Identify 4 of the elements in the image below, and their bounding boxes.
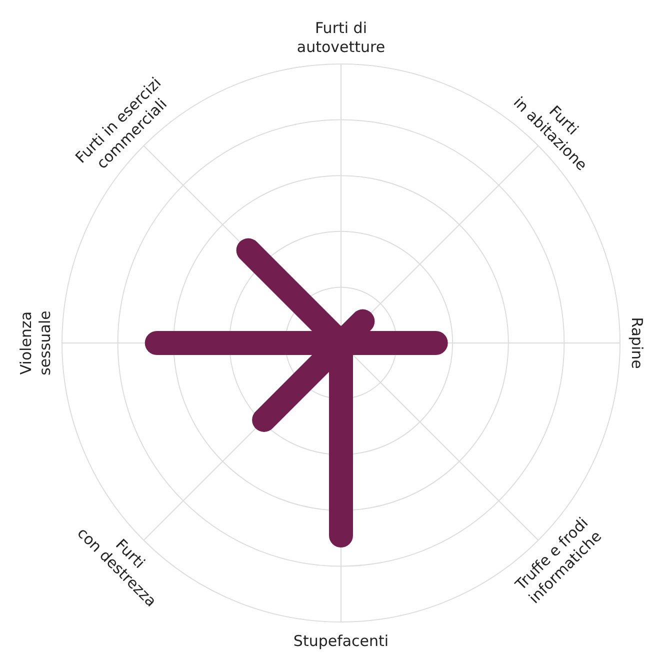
spoke-label: Rapine [628,317,646,369]
spoke-label: Stupefacenti [293,632,389,650]
spoke-label: Violenza sessuale [17,310,54,376]
spoke-label: Furti di autovetture [296,19,386,56]
